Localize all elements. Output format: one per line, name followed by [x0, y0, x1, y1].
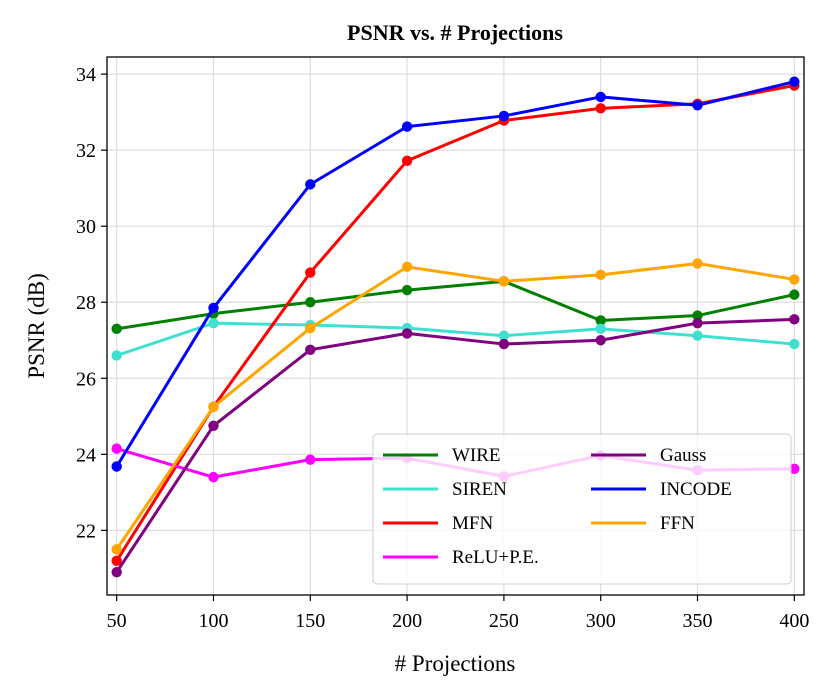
data-point-gauss — [498, 338, 510, 350]
data-point-mfn — [111, 555, 122, 566]
y-axis-label: PSNR (dB) — [24, 273, 49, 378]
series-layer — [111, 76, 800, 578]
data-point-gauss — [692, 317, 703, 329]
plot-frame — [106, 56, 805, 596]
x-tick-label: 100 — [198, 610, 228, 632]
data-point-relu-p-e — [111, 443, 122, 454]
chart-title: PSNR vs. # Projections — [347, 20, 563, 45]
data-point-wire — [595, 315, 606, 326]
y-tick-label: 34 — [76, 64, 96, 86]
data-point-incode — [789, 76, 800, 87]
data-point-wire — [111, 323, 122, 335]
data-point-ffn — [789, 274, 800, 285]
series-line-gauss — [115, 317, 795, 574]
data-point-mfn — [401, 155, 413, 166]
data-point-incode — [305, 179, 316, 190]
data-point-ffn — [401, 261, 413, 273]
data-point-ffn — [305, 322, 316, 334]
data-point-incode — [498, 110, 510, 122]
legend-label-ffn: FFN — [660, 513, 695, 534]
data-point-wire — [789, 289, 800, 300]
data-point-incode — [692, 100, 703, 111]
y-tick-label: 30 — [76, 216, 96, 238]
y-tick-label: 32 — [76, 140, 96, 162]
x-tick-label: 400 — [779, 610, 809, 632]
data-point-incode — [208, 302, 219, 314]
data-point-incode — [401, 121, 413, 132]
data-point-siren — [208, 317, 219, 329]
data-point-siren — [498, 330, 510, 341]
data-point-gauss — [305, 344, 316, 355]
data-point-incode — [111, 461, 122, 472]
data-point-wire — [305, 297, 316, 308]
legend-label-mfn: MFN — [452, 513, 493, 534]
x-tick-label: 150 — [295, 610, 325, 632]
data-point-wire — [692, 310, 703, 321]
data-point-ffn — [111, 544, 122, 555]
legend: WIRE SIREN MFN ReLU+P.E. Gauss INCODE FFN — [372, 433, 792, 585]
series-gauss — [111, 314, 800, 578]
data-point-wire — [401, 284, 413, 296]
data-point-siren — [789, 338, 800, 350]
data-point-siren — [595, 323, 606, 335]
data-point-gauss — [789, 314, 800, 325]
data-point-mfn — [305, 267, 316, 278]
series-ffn — [111, 258, 800, 555]
x-tick-label: 200 — [392, 610, 422, 632]
x-tick-label: 50 — [107, 610, 127, 632]
x-tick-label: 300 — [586, 610, 616, 632]
data-point-mfn — [595, 103, 606, 114]
legend-label-siren: SIREN — [452, 479, 507, 500]
series-line-wire — [116, 279, 795, 331]
data-point-incode — [595, 91, 606, 103]
y-tick-label: 28 — [76, 292, 96, 314]
x-axis-label: # Projections — [395, 651, 516, 676]
y-tick-label: 22 — [76, 520, 96, 542]
data-point-relu-p-e — [789, 463, 800, 474]
data-point-ffn — [692, 258, 703, 269]
series-line-incode — [115, 80, 795, 468]
y-tick-label: 26 — [76, 368, 96, 390]
legend-label-incode: INCODE — [660, 479, 732, 500]
legend-items: WIRE SIREN MFN ReLU+P.E. Gauss INCODE FFN — [383, 445, 732, 568]
y-axis-ticks: 22 24 26 28 30 32 34 — [76, 64, 107, 542]
data-point-siren — [111, 350, 122, 361]
legend-label-relu-p-e: ReLU+P.E. — [452, 547, 539, 568]
x-axis-ticks: 50 100 150 200 250 300 350 400 — [107, 595, 809, 632]
data-point-gauss — [111, 566, 122, 578]
legend-label-gauss: Gauss — [660, 445, 706, 466]
data-point-ffn — [208, 401, 219, 412]
data-point-siren — [692, 330, 703, 341]
data-point-relu-p-e — [208, 471, 219, 483]
series-siren — [111, 317, 800, 361]
y-tick-label: 24 — [76, 444, 96, 466]
x-tick-label: 250 — [489, 610, 519, 632]
series-incode — [111, 76, 800, 472]
legend-label-wire: WIRE — [452, 445, 501, 466]
data-point-gauss — [208, 420, 219, 432]
legend-box — [372, 433, 792, 585]
data-point-ffn — [498, 276, 510, 287]
x-tick-label: 350 — [683, 610, 713, 632]
data-point-gauss — [595, 335, 606, 346]
data-point-ffn — [595, 269, 606, 281]
series-line-siren — [116, 321, 795, 357]
series-line-ffn — [115, 261, 795, 551]
data-point-relu-p-e — [305, 454, 316, 465]
data-point-gauss — [401, 328, 413, 339]
